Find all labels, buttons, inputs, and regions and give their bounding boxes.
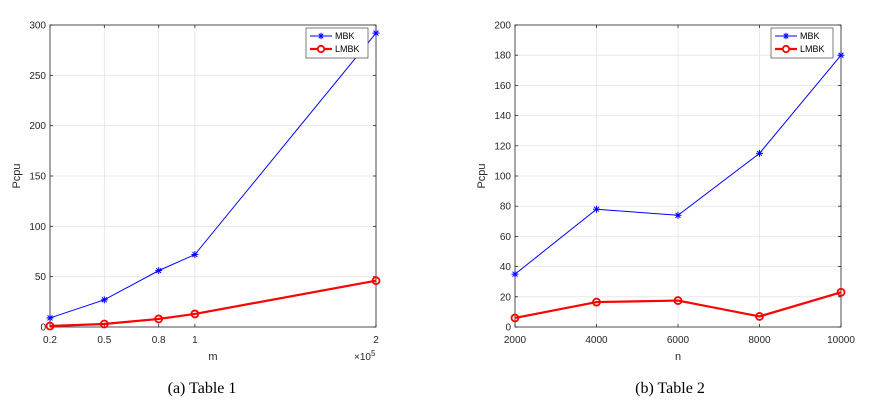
- x-tick-label: 6000: [667, 335, 690, 346]
- legend-marker-lmbk: [316, 44, 326, 54]
- asterisk-stroke: [593, 206, 600, 213]
- legend-marker-mbk: [783, 33, 789, 39]
- point-mbk: [191, 251, 199, 259]
- y-tick-label: 300: [29, 21, 46, 32]
- x-tick-label: 0.5: [97, 335, 111, 346]
- legend-box: [770, 27, 834, 59]
- caption: (b) Table 2: [635, 380, 705, 397]
- x-tick-label: 10000: [827, 335, 855, 346]
- point-mbk: [511, 270, 519, 278]
- caption: (a) Table 1: [168, 380, 237, 397]
- y-tick-label: 120: [494, 141, 511, 152]
- y-tick-label: 200: [494, 21, 511, 32]
- y-axis-label: Pcpu: [11, 163, 23, 188]
- point-mbk: [593, 205, 600, 213]
- x-tick-label: 1: [192, 335, 198, 346]
- legend: MBK LMBK: [305, 27, 369, 59]
- point-lmbk: [836, 287, 846, 297]
- asterisk-stroke: [47, 315, 53, 321]
- asterisk-stroke: [101, 297, 108, 303]
- asterisk-stroke: [838, 52, 844, 59]
- legend-marker-lmbk: [781, 44, 791, 54]
- x-exponent-label: ×105: [354, 349, 376, 363]
- point-lmbk: [190, 309, 200, 319]
- y-tick-label: 40: [500, 262, 512, 273]
- point-mbk: [100, 296, 108, 304]
- point-mbk: [756, 149, 763, 157]
- x-tick-label: 0.8: [152, 335, 166, 346]
- y-tick-label: 80: [500, 202, 512, 213]
- y-tick-label: 140: [494, 111, 511, 122]
- x-tick-label: 2: [373, 335, 379, 346]
- series-line-lmbk: [49, 279, 377, 328]
- point-mbk: [372, 29, 380, 37]
- legend-label-mbk: MBK: [335, 31, 355, 41]
- point-mbk: [155, 267, 163, 275]
- legend: MBK LMBK: [770, 27, 834, 59]
- y-tick-label: 0: [505, 323, 511, 334]
- point-lmbk: [592, 297, 601, 307]
- x-tick-label: 2000: [504, 335, 527, 346]
- chart-a: 0 50 100 150 200 250 300 0.2 0.5 0.8 1 2 ×105 m Pcpu MB…: [11, 21, 381, 397]
- point-lmbk: [755, 312, 764, 321]
- asterisk-stroke: [675, 212, 681, 219]
- y-tick-label: 150: [29, 172, 46, 183]
- point-lmbk: [99, 319, 109, 329]
- point-lmbk: [673, 296, 683, 305]
- y-tick-label: 0: [40, 323, 46, 334]
- series-line-lmbk: [514, 291, 842, 320]
- point-lmbk: [371, 276, 381, 286]
- point-lmbk: [510, 313, 520, 323]
- x-tick-label: 8000: [748, 335, 771, 346]
- y-tick-label: 160: [494, 81, 511, 92]
- point-mbk: [837, 51, 845, 59]
- x-tick-label: 4000: [585, 335, 608, 346]
- y-tick-label: 100: [29, 222, 46, 233]
- point-lmbk: [45, 321, 55, 331]
- y-tick-label: 50: [35, 272, 47, 283]
- point-mbk: [674, 211, 682, 219]
- y-tick-label: 180: [494, 51, 511, 62]
- point-lmbk: [154, 314, 164, 324]
- legend-label-lmbk: LMBK: [800, 44, 825, 54]
- x-axis-label: n: [675, 351, 681, 363]
- asterisk-stroke: [373, 30, 379, 36]
- point-mbk: [46, 314, 54, 322]
- asterisk-stroke: [512, 271, 518, 277]
- y-tick-label: 20: [500, 292, 512, 303]
- legend-label-mbk: MBK: [800, 31, 820, 41]
- y-tick-label: 200: [29, 121, 46, 132]
- y-tick-label: 250: [29, 71, 46, 82]
- chart-b: 0 20 40 60 80 100 120 140 160 180 200 2000 4000 6000 8…: [476, 21, 855, 398]
- legend-label-lmbk: LMBK: [335, 44, 360, 54]
- x-tick-label: 0.2: [43, 335, 57, 346]
- y-tick-label: 60: [500, 232, 512, 243]
- asterisk-stroke: [756, 150, 763, 157]
- asterisk-stroke: [155, 267, 162, 274]
- legend-marker-mbk: [318, 33, 324, 39]
- y-tick-label: 100: [494, 172, 511, 183]
- y-axis-label: Pcpu: [476, 163, 488, 188]
- asterisk-stroke: [192, 251, 198, 258]
- x-axis-label: m: [208, 351, 217, 363]
- legend-box: [305, 27, 369, 59]
